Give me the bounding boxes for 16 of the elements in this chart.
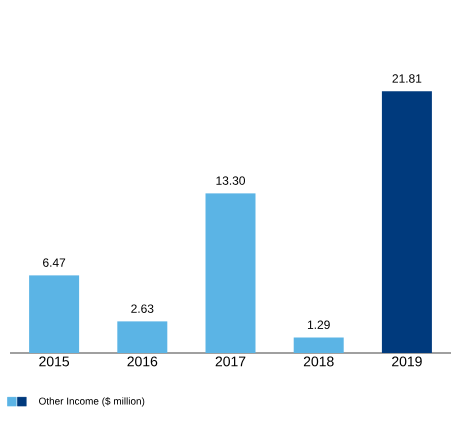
data-label: 2.63 xyxy=(131,304,154,313)
x-tick-label: 2019 xyxy=(392,356,422,366)
x-tick-label: 2015 xyxy=(39,356,70,366)
data-label: 1.29 xyxy=(308,320,330,329)
x-tick-label: 2018 xyxy=(304,356,334,366)
x-tick-label: 2016 xyxy=(127,356,158,366)
bar xyxy=(29,275,80,353)
data-label: 13.30 xyxy=(216,176,245,185)
bar xyxy=(206,193,256,353)
bar xyxy=(382,91,432,353)
x-tick-label: 2017 xyxy=(216,356,246,366)
data-label: 21.81 xyxy=(392,74,422,83)
bar xyxy=(117,321,168,353)
legend-label: Other Income ($ million) xyxy=(39,397,144,407)
bar xyxy=(294,338,344,353)
data-label: 6.47 xyxy=(43,258,66,267)
